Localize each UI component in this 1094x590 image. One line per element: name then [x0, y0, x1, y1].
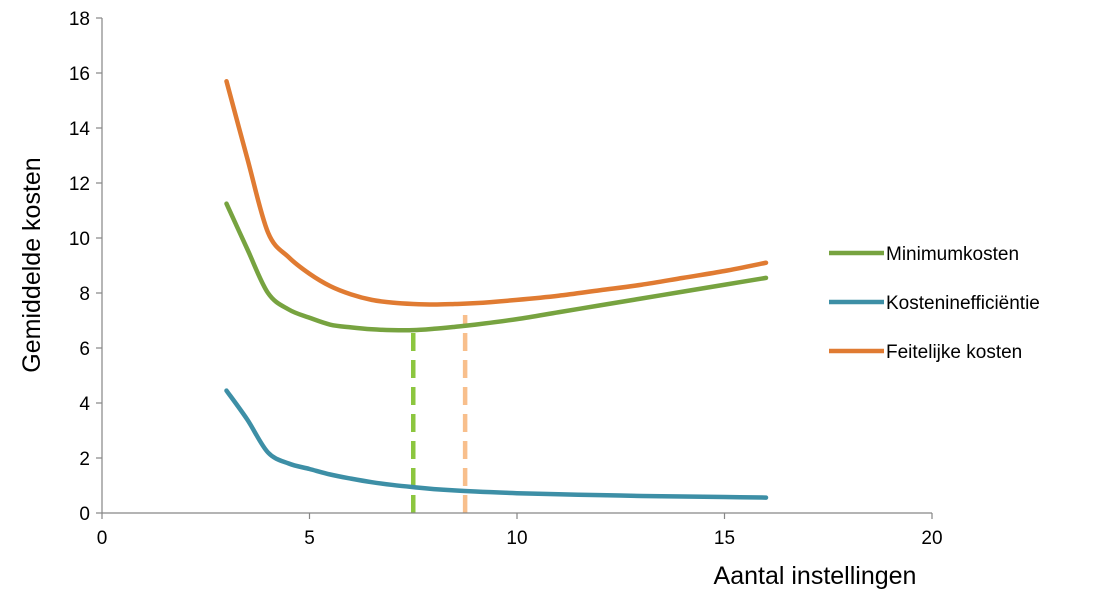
plot-area: 0 5 10 15 20 0 2 4 6 8 10 12 14 16 18 — [69, 9, 943, 549]
y-tick-label: 0 — [79, 504, 90, 525]
y-tick-label: 4 — [79, 394, 90, 415]
x-ticks: 0 5 10 15 20 — [97, 513, 943, 549]
legend-label-kosteninefficientie: Kosteninefficiëntie — [886, 293, 1040, 314]
y-tick-label: 8 — [79, 284, 90, 305]
legend-label-feitelijke-kosten: Feitelijke kosten — [886, 342, 1022, 363]
legend-label-minimumkosten: Minimumkosten — [886, 244, 1019, 265]
y-tick-label: 12 — [69, 174, 90, 195]
series-line-feitelijke-kosten — [224, 79, 769, 307]
y-tick-label: 6 — [79, 339, 90, 360]
reference-lines — [411, 315, 468, 513]
legend: Minimumkosten Kosteninefficiëntie Feitelij… — [829, 244, 1040, 363]
series-lines — [224, 79, 769, 500]
x-tick-label: 15 — [714, 528, 735, 549]
x-tick-label: 5 — [304, 528, 315, 549]
y-tick-label: 18 — [69, 9, 90, 30]
x-tick-label: 10 — [506, 528, 527, 549]
x-tick-label: 0 — [97, 528, 108, 549]
y-ticks: 0 2 4 6 8 10 12 14 16 18 — [69, 9, 102, 525]
y-tick-label: 16 — [69, 64, 90, 85]
y-tick-label: 2 — [79, 449, 90, 470]
y-tick-label: 10 — [69, 229, 90, 250]
series-line-kosteninefficientie — [224, 388, 769, 500]
x-axis-title: Aantal instellingen — [714, 562, 917, 590]
y-tick-label: 14 — [69, 119, 91, 140]
series-line-minimumkosten — [224, 201, 769, 333]
x-tick-label: 20 — [921, 528, 942, 549]
y-axis-title: Gemiddelde kosten — [18, 157, 46, 372]
